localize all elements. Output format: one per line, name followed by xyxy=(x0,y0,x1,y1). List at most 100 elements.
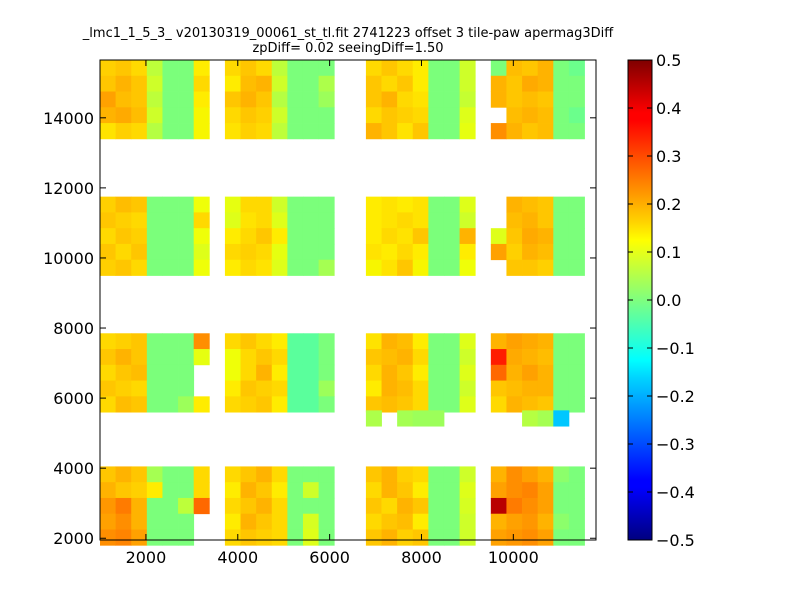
heatmap-cell xyxy=(490,243,507,261)
heatmap-cell xyxy=(131,243,148,261)
heatmap-cell xyxy=(428,466,445,483)
heatmap-cell xyxy=(568,75,585,92)
heatmap-cell xyxy=(365,196,382,213)
heatmap-cell xyxy=(240,466,257,483)
heatmap-cell xyxy=(146,482,163,499)
heatmap-cell xyxy=(537,497,554,515)
heatmap-cell xyxy=(131,466,148,483)
heatmap-cell xyxy=(193,123,210,140)
heatmap-cell xyxy=(100,196,117,213)
heatmap-cell xyxy=(287,349,304,366)
heatmap-cell xyxy=(412,259,429,276)
heatmap-cell xyxy=(490,228,507,245)
heatmap-cell xyxy=(397,410,414,427)
heatmap-cell xyxy=(100,259,117,276)
heatmap-cell xyxy=(224,60,241,77)
heatmap-cell xyxy=(412,513,429,530)
heatmap-cell xyxy=(397,333,414,350)
heatmap-cell xyxy=(193,91,210,108)
heatmap-cell xyxy=(397,212,414,229)
heatmap-cell xyxy=(256,396,273,413)
heatmap-cell xyxy=(224,364,241,381)
heatmap-cell xyxy=(568,466,585,483)
heatmap-cell xyxy=(115,364,132,381)
heatmap-cell xyxy=(131,482,148,499)
heatmap-cell xyxy=(537,529,554,546)
heatmap-cell xyxy=(412,91,429,108)
heatmap-cell xyxy=(365,364,382,381)
heatmap-cell xyxy=(146,259,163,276)
heatmap-cell xyxy=(240,396,257,413)
heatmap-cell xyxy=(568,196,585,213)
heatmap-cell xyxy=(271,107,288,124)
heatmap-cell xyxy=(162,243,179,261)
heatmap-cell xyxy=(443,259,460,276)
heatmap-cell xyxy=(537,91,554,108)
heatmap-cell xyxy=(428,364,445,381)
heatmap-cell xyxy=(287,396,304,413)
heatmap-cell xyxy=(146,91,163,108)
heatmap-cell xyxy=(131,107,148,124)
heatmap-cell xyxy=(522,410,539,427)
heatmap-cell xyxy=(553,123,570,140)
heatmap-cell xyxy=(365,466,382,483)
heatmap-cell xyxy=(443,482,460,499)
heatmap-cell xyxy=(506,123,523,140)
heatmap-cell xyxy=(131,196,148,213)
heatmap-cell xyxy=(443,91,460,108)
heatmap-cell xyxy=(553,228,570,245)
heatmap-cell xyxy=(553,513,570,530)
heatmap-cell xyxy=(302,380,319,397)
heatmap-cell xyxy=(506,380,523,397)
heatmap-cell xyxy=(224,482,241,499)
heatmap-cell xyxy=(100,396,117,413)
heatmap-cell xyxy=(178,196,195,213)
colorbar-ticks: 0.5 0.4 0.3 0.2 0.1 0.0 −0.1 −0.2 −0.3 −0.4 −0.5 xyxy=(628,51,695,550)
heatmap-cell xyxy=(131,259,148,276)
heatmap-cell xyxy=(115,333,132,350)
heatmap-cell xyxy=(568,497,585,515)
heatmap-cell xyxy=(459,513,476,530)
heatmap-cell xyxy=(365,380,382,397)
colorbar-tick-label: 0.5 xyxy=(656,51,681,70)
heatmap-cell xyxy=(178,396,195,413)
heatmap-cell xyxy=(365,396,382,413)
heatmap-cell xyxy=(146,466,163,483)
heatmap-cell xyxy=(100,513,117,530)
heatmap-cell xyxy=(553,107,570,124)
heatmap-cell xyxy=(256,497,273,515)
heatmap-cell xyxy=(397,60,414,77)
heatmap-cell xyxy=(428,259,445,276)
heatmap-cell xyxy=(443,529,460,546)
heatmap-cell xyxy=(568,212,585,229)
heatmap-cell xyxy=(271,259,288,276)
heatmap-cell xyxy=(537,123,554,140)
heatmap-cell xyxy=(318,380,335,397)
heatmap-cell xyxy=(302,349,319,366)
heatmap-cell xyxy=(397,75,414,92)
heatmap-cell xyxy=(537,75,554,92)
heatmap-cell xyxy=(287,497,304,515)
heatmap-cell xyxy=(490,497,507,515)
heatmap-cell xyxy=(178,380,195,397)
heatmap-cell xyxy=(146,396,163,413)
heatmap-cell xyxy=(490,91,507,108)
heatmap-cell xyxy=(537,364,554,381)
heatmap-cell xyxy=(522,497,539,515)
heatmap-cell xyxy=(428,75,445,92)
heatmap-cell xyxy=(537,60,554,77)
heatmap-cell xyxy=(459,75,476,92)
heatmap-cell xyxy=(443,107,460,124)
heatmap-cell xyxy=(146,380,163,397)
heatmap-cell xyxy=(397,91,414,108)
heatmap-cell xyxy=(537,333,554,350)
heatmap-cell xyxy=(162,333,179,350)
heatmap-cell xyxy=(381,60,398,77)
heatmap-cell xyxy=(568,228,585,245)
heatmap-cell xyxy=(115,91,132,108)
heatmap-cell xyxy=(318,482,335,499)
heatmap-cell xyxy=(302,259,319,276)
heatmap-cell xyxy=(318,91,335,108)
heatmap-cell xyxy=(428,228,445,245)
